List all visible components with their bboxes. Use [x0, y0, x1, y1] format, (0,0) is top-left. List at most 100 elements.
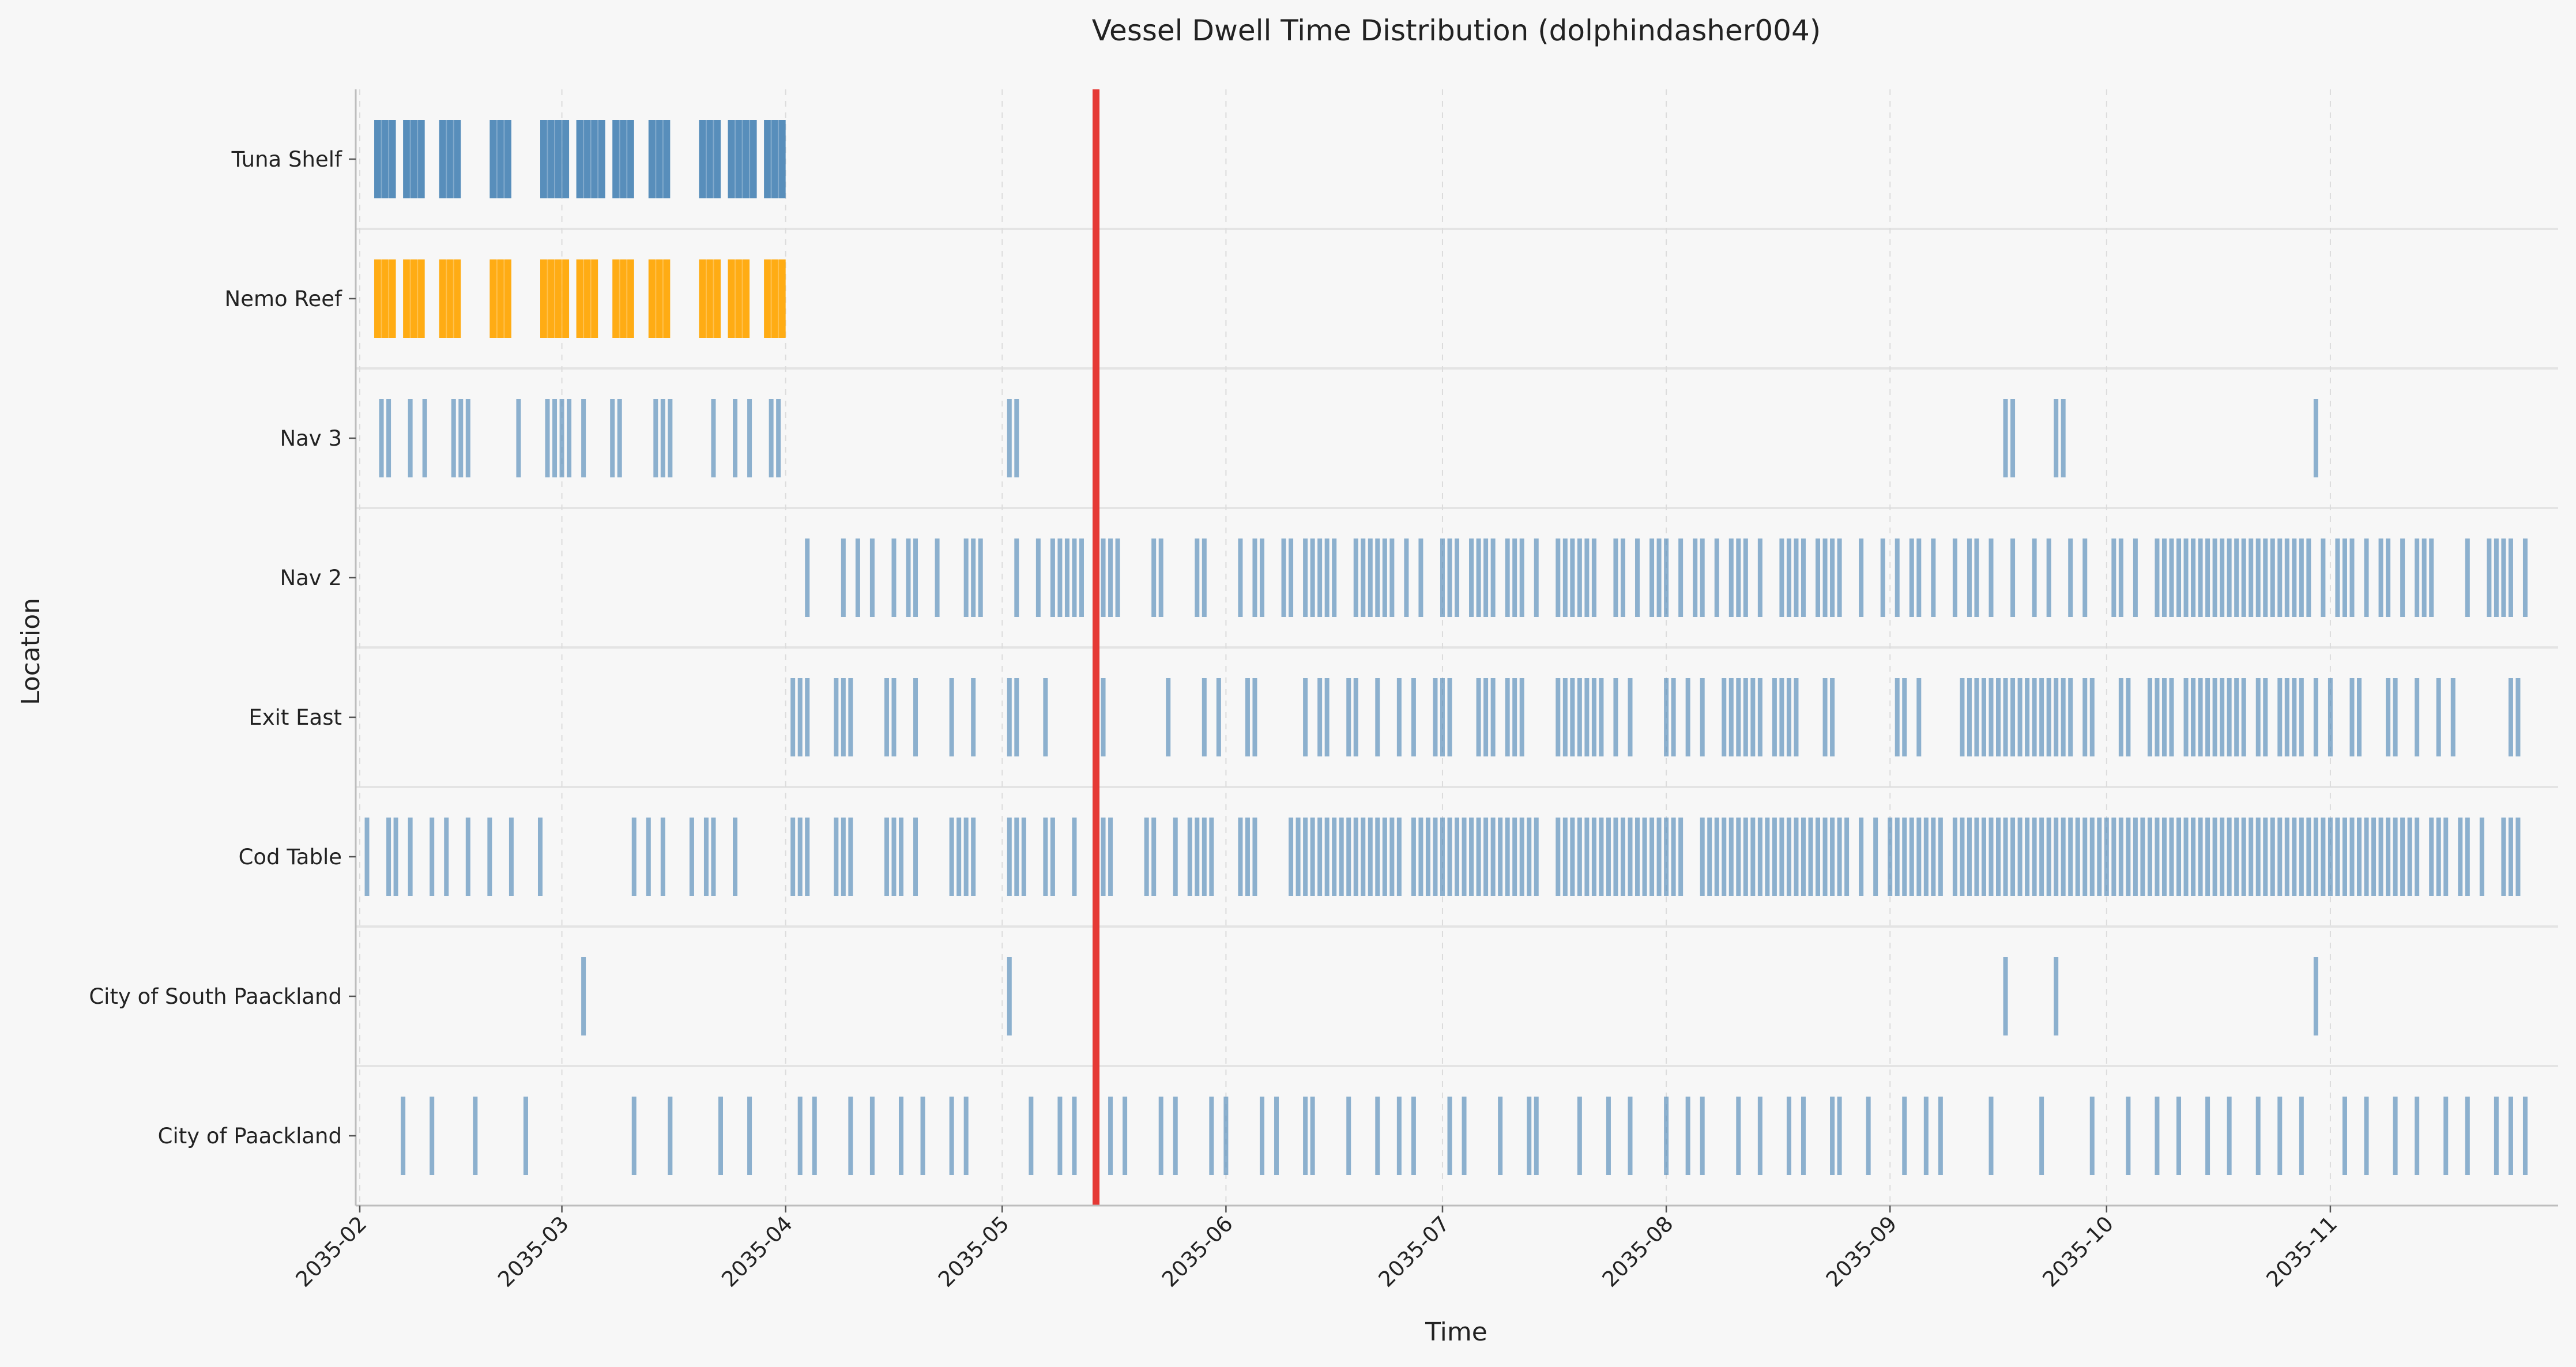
dwell-event [1801, 538, 1806, 617]
dwell-event [2039, 1097, 2044, 1175]
dwell-event [1772, 678, 1777, 756]
dwell-event [1736, 678, 1741, 756]
dwell-block [439, 120, 461, 198]
dwell-event [2155, 818, 2160, 896]
dwell-event [1931, 818, 1936, 896]
dwell-event [2169, 538, 2174, 617]
dwell-event [689, 818, 694, 896]
dwell-event [1786, 538, 1791, 617]
dwell-event [1664, 678, 1669, 756]
dwell-event [1837, 818, 1842, 896]
dwell-event [2415, 818, 2420, 896]
dwell-event [797, 678, 803, 756]
dwell-event [1173, 818, 1178, 896]
dwell-event [1389, 818, 1395, 896]
dwell-event [2501, 538, 2506, 617]
dwell-event [1728, 538, 1734, 617]
dwell-event [747, 399, 752, 477]
dwell-event [1440, 818, 1445, 896]
dwell-event [1830, 1097, 1835, 1175]
dwell-event [848, 818, 853, 896]
dwell-block [576, 120, 605, 198]
dwell-event [1433, 678, 1438, 756]
dwell-event [1252, 678, 1257, 756]
dwell-event [2205, 538, 2210, 617]
dwell-event [1043, 818, 1048, 896]
dwell-event [2126, 818, 2131, 896]
dwell-event [2443, 1097, 2449, 1175]
dwell-event [2234, 538, 2239, 617]
dwell-event [2205, 818, 2210, 896]
dwell-event [2133, 538, 2138, 617]
dwell-event [2443, 818, 2449, 896]
dwell-event [703, 818, 709, 896]
dwell-event [2299, 678, 2304, 756]
dwell-event [1757, 678, 1762, 756]
dwell-event [2349, 538, 2355, 617]
dwell-event [1628, 1097, 1633, 1175]
dwell-block [403, 259, 425, 338]
dwell-event [1830, 818, 1835, 896]
dwell-event [1895, 678, 1900, 756]
dwell-event [2082, 678, 2088, 756]
dwell-event [2386, 678, 2391, 756]
dwell-event [1346, 678, 1351, 756]
dwell-event [1332, 818, 1337, 896]
dwell-event [1938, 818, 1943, 896]
dwell-block [489, 259, 511, 338]
dwell-event [2429, 818, 2434, 896]
dwell-event [1303, 678, 1308, 756]
dwell-event [408, 399, 413, 477]
dwell-event [2335, 538, 2340, 617]
dwell-event [733, 399, 738, 477]
dwell-event [465, 399, 470, 477]
dwell-event [2220, 818, 2225, 896]
dwell-event [1187, 818, 1192, 896]
dwell-block [728, 259, 750, 338]
dwell-event [1303, 538, 1308, 617]
dwell-event [2017, 818, 2023, 896]
dwell-event [834, 818, 839, 896]
dwell-event [1346, 1097, 1351, 1175]
dwell-event [1238, 538, 1243, 617]
dwell-event [1151, 818, 1157, 896]
dwell-event [718, 1097, 723, 1175]
dwell-event [552, 399, 558, 477]
dwell-event [1649, 538, 1655, 617]
dwell-event [1512, 818, 1517, 896]
dwell-event [2220, 538, 2225, 617]
dwell-event [1859, 818, 1864, 896]
dwell-event [2161, 678, 2167, 756]
dwell-event [1591, 678, 1596, 756]
dwell-event [1425, 818, 1430, 896]
dwell-event [1974, 818, 1979, 896]
dwell-event [1736, 1097, 1741, 1175]
dwell-event [1014, 538, 1019, 617]
dwell-event [2263, 678, 2268, 756]
dwell-event [2161, 538, 2167, 617]
dwell-block [540, 120, 570, 198]
dwell-event [1562, 538, 1568, 617]
dwell-event [1736, 538, 1741, 617]
dwell-event [1866, 1097, 1871, 1175]
dwell-event [364, 818, 370, 896]
dwell-event [2335, 818, 2340, 896]
dwell-event [1108, 538, 1113, 617]
dwell-event [1981, 678, 1986, 756]
dwell-event [949, 818, 954, 896]
dwell-event [2118, 678, 2123, 756]
dwell-event [1974, 538, 1979, 617]
dwell-event [1512, 538, 1517, 617]
dwell-event [1801, 1097, 1806, 1175]
dwell-event [1108, 818, 1113, 896]
dwell-event [1822, 818, 1828, 896]
dwell-event [1916, 678, 1922, 756]
dwell-event [1895, 818, 1900, 896]
dwell-event [1562, 678, 1568, 756]
dwell-event [2508, 538, 2513, 617]
dwell-event [884, 678, 889, 756]
dwell-event [848, 1097, 853, 1175]
dwell-event [1072, 538, 1077, 617]
dwell-event [653, 399, 658, 477]
